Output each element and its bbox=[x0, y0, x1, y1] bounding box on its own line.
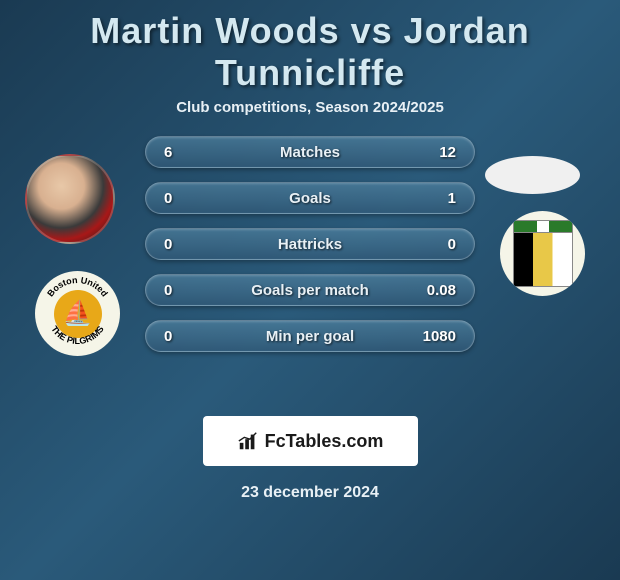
stat-left-value: 0 bbox=[164, 282, 204, 299]
date-line: 23 december 2024 bbox=[10, 484, 610, 502]
stat-label: Matches bbox=[280, 144, 340, 161]
club-badge-left: Boston United THE PILGRIMS bbox=[35, 271, 120, 356]
stat-left-value: 0 bbox=[164, 190, 204, 207]
stat-row-goals: 0 Goals 1 bbox=[145, 182, 475, 214]
stats-column: 6 Matches 12 0 Goals 1 0 Hattricks 0 0 G… bbox=[145, 136, 475, 352]
club-badge-right-crest bbox=[513, 232, 573, 287]
svg-text:Boston United: Boston United bbox=[45, 275, 110, 299]
stat-row-matches: 6 Matches 12 bbox=[145, 136, 475, 168]
stat-right-value: 12 bbox=[416, 144, 456, 161]
stat-right-value: 0 bbox=[416, 236, 456, 253]
club-badge-right bbox=[500, 211, 585, 296]
stat-row-hattricks: 0 Hattricks 0 bbox=[145, 228, 475, 260]
comparison-card: Martin Woods vs Jordan Tunnicliffe Club … bbox=[0, 0, 620, 502]
club-badge-left-text: Boston United THE PILGRIMS bbox=[35, 271, 120, 356]
svg-text:THE PILGRIMS: THE PILGRIMS bbox=[49, 324, 105, 346]
stat-row-min-per-goal: 0 Min per goal 1080 bbox=[145, 320, 475, 352]
stat-left-value: 0 bbox=[164, 328, 204, 345]
brand-text: FcTables.com bbox=[265, 431, 384, 452]
stat-label: Min per goal bbox=[266, 328, 354, 345]
stat-right-value: 1080 bbox=[416, 328, 456, 345]
stat-right-value: 0.08 bbox=[416, 282, 456, 299]
stat-right-value: 1 bbox=[416, 190, 456, 207]
bar-chart-icon bbox=[237, 430, 259, 452]
club-badge-right-crest-top bbox=[513, 220, 573, 232]
main-area: Boston United THE PILGRIMS 6 Matches 12 … bbox=[10, 136, 610, 396]
stat-left-value: 6 bbox=[164, 144, 204, 161]
subtitle: Club competitions, Season 2024/2025 bbox=[10, 99, 610, 116]
stat-label: Hattricks bbox=[278, 236, 342, 253]
stat-label: Goals per match bbox=[251, 282, 369, 299]
player-left-photo bbox=[25, 154, 115, 244]
player-right-photo-placeholder bbox=[485, 156, 580, 194]
stat-row-goals-per-match: 0 Goals per match 0.08 bbox=[145, 274, 475, 306]
stat-left-value: 0 bbox=[164, 236, 204, 253]
stat-label: Goals bbox=[289, 190, 331, 207]
brand-box[interactable]: FcTables.com bbox=[203, 416, 418, 466]
page-title: Martin Woods vs Jordan Tunnicliffe bbox=[10, 0, 610, 99]
